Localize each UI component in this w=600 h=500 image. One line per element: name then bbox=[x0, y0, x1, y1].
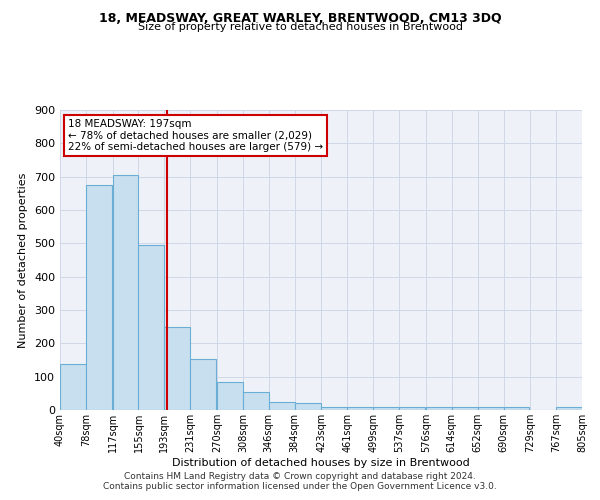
Bar bbox=[556, 406, 582, 410]
Text: Size of property relative to detached houses in Brentwood: Size of property relative to detached ho… bbox=[137, 22, 463, 32]
Bar bbox=[478, 408, 503, 410]
Text: Contains public sector information licensed under the Open Government Licence v3: Contains public sector information licen… bbox=[103, 482, 497, 491]
Bar bbox=[190, 360, 216, 410]
Bar bbox=[503, 408, 529, 410]
Bar bbox=[322, 406, 347, 410]
Text: Contains HM Land Registry data © Crown copyright and database right 2024.: Contains HM Land Registry data © Crown c… bbox=[124, 472, 476, 481]
Bar bbox=[295, 404, 320, 410]
Bar bbox=[164, 326, 190, 410]
Bar bbox=[426, 408, 452, 410]
Y-axis label: Number of detached properties: Number of detached properties bbox=[19, 172, 28, 348]
Bar bbox=[217, 382, 243, 410]
Bar bbox=[399, 408, 425, 410]
Text: 18, MEADSWAY, GREAT WARLEY, BRENTWOOD, CM13 3DQ: 18, MEADSWAY, GREAT WARLEY, BRENTWOOD, C… bbox=[98, 12, 502, 26]
Bar bbox=[86, 185, 112, 410]
Bar bbox=[452, 408, 478, 410]
Bar bbox=[60, 364, 86, 410]
Bar bbox=[139, 245, 164, 410]
Bar bbox=[347, 406, 373, 410]
Bar bbox=[373, 406, 399, 410]
X-axis label: Distribution of detached houses by size in Brentwood: Distribution of detached houses by size … bbox=[172, 458, 470, 468]
Bar bbox=[243, 392, 269, 410]
Bar bbox=[269, 402, 295, 410]
Text: 18 MEADSWAY: 197sqm
← 78% of detached houses are smaller (2,029)
22% of semi-det: 18 MEADSWAY: 197sqm ← 78% of detached ho… bbox=[68, 119, 323, 152]
Bar bbox=[113, 174, 139, 410]
